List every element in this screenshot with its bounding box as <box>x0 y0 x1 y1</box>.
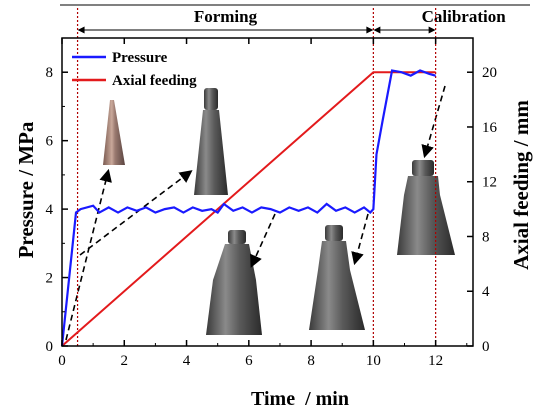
x-tick-label: 0 <box>58 353 66 369</box>
phase-label-forming: Forming <box>194 7 258 26</box>
left-y-tick-label: 6 <box>46 134 54 150</box>
right-y-tick-label: 8 <box>482 229 490 245</box>
photo-stage-2 <box>206 230 262 335</box>
phase-arrowhead <box>77 26 85 34</box>
x-tick-label: 8 <box>307 353 315 369</box>
x-axis-ticks: 0 2 4 6 8 10 12 <box>58 38 468 369</box>
annotation-arrows <box>65 85 446 341</box>
photo-stage-1 <box>194 88 228 195</box>
photo-initial-cone <box>103 100 125 165</box>
legend-label-axial-feeding: Axial feeding <box>112 73 197 89</box>
right-y-axis-label: Axial feeding / mm <box>509 100 533 270</box>
arrow-stage-1 <box>79 170 193 256</box>
x-tick-label: 6 <box>245 353 253 369</box>
arrow-stage-2 <box>250 213 276 268</box>
arrow-stage-3 <box>351 213 369 266</box>
left-y-tick-label: 0 <box>46 339 54 355</box>
right-y-axis-ticks: 0 4 8 12 16 20 <box>467 65 498 355</box>
left-y-tick-label: 8 <box>46 65 54 81</box>
phase-bar: Forming Calibration <box>60 4 530 31</box>
x-tick-label: 4 <box>183 353 191 369</box>
series-line-pressure <box>60 69 436 347</box>
left-y-axis-ticks: 0 2 4 6 8 <box>46 65 68 355</box>
phase-arrowhead <box>366 26 374 34</box>
right-y-tick-label: 20 <box>482 65 497 81</box>
legend: Pressure Axial feeding <box>72 50 197 89</box>
right-y-tick-label: 0 <box>482 339 490 355</box>
x-tick-label: 12 <box>428 353 443 369</box>
photo-final-shape <box>397 160 455 255</box>
left-y-axis-label: Pressure / MPa <box>14 121 38 258</box>
left-y-tick-label: 4 <box>46 202 54 218</box>
x-axis-label: Time / min <box>251 388 349 410</box>
arrow-final <box>421 85 446 159</box>
x-tick-label: 10 <box>366 353 381 369</box>
right-y-tick-label: 12 <box>482 175 497 191</box>
legend-label-pressure: Pressure <box>112 50 168 66</box>
tube-photos <box>103 88 455 335</box>
left-y-tick-label: 2 <box>46 271 54 287</box>
right-y-tick-label: 4 <box>482 284 490 300</box>
x-tick-label: 2 <box>121 353 129 369</box>
phase-label-calibration: Calibration <box>422 7 507 26</box>
phase-arrowhead <box>373 26 381 34</box>
photo-stage-3 <box>309 225 365 330</box>
plot-frame <box>61 37 474 347</box>
phase-arrowhead <box>428 26 436 34</box>
right-y-tick-label: 16 <box>482 120 498 136</box>
arrow-initial <box>65 168 112 341</box>
